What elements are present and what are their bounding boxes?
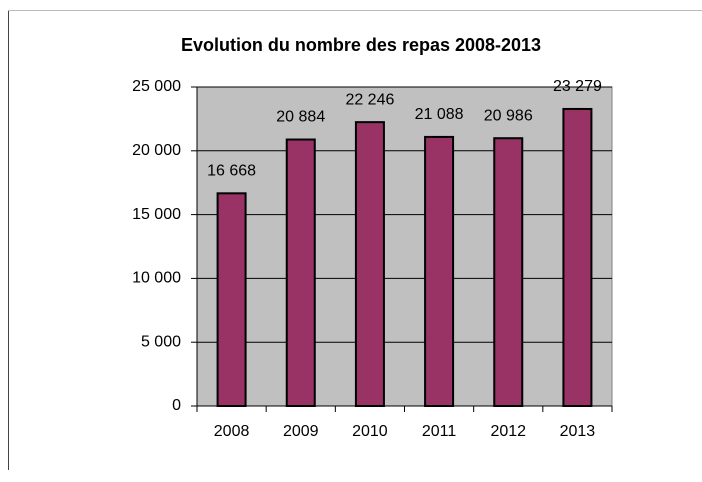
bar (424, 135, 455, 407)
bar (493, 137, 524, 408)
y-tick-label: 25 000 (132, 78, 181, 95)
value-label: 16 668 (207, 163, 256, 180)
x-tick-label: 2009 (283, 423, 319, 440)
plot-area (196, 86, 613, 407)
bar (354, 121, 385, 407)
x-tick-label: 2008 (214, 423, 250, 440)
value-label: 22 246 (345, 91, 394, 108)
value-label: 23 279 (553, 78, 602, 95)
bar (216, 192, 247, 407)
y-tick-label: 15 000 (132, 206, 181, 223)
y-tick-label: 10 000 (132, 270, 181, 287)
chart-title: Evolution du nombre des repas 2008-2013 (181, 35, 541, 55)
bar (285, 138, 316, 407)
value-label: 20 884 (276, 109, 325, 126)
x-tick-label: 2011 (422, 423, 457, 440)
x-tick-label: 2013 (560, 423, 596, 440)
y-tick-label: 20 000 (132, 142, 181, 159)
y-tick-label: 0 (172, 397, 181, 414)
bar (562, 107, 593, 407)
x-tick-label: 2012 (490, 423, 526, 440)
x-tick-label: 2010 (352, 423, 388, 440)
value-label: 20 986 (484, 107, 533, 124)
value-label: 21 088 (415, 106, 464, 123)
y-tick-label: 5 000 (141, 333, 181, 350)
